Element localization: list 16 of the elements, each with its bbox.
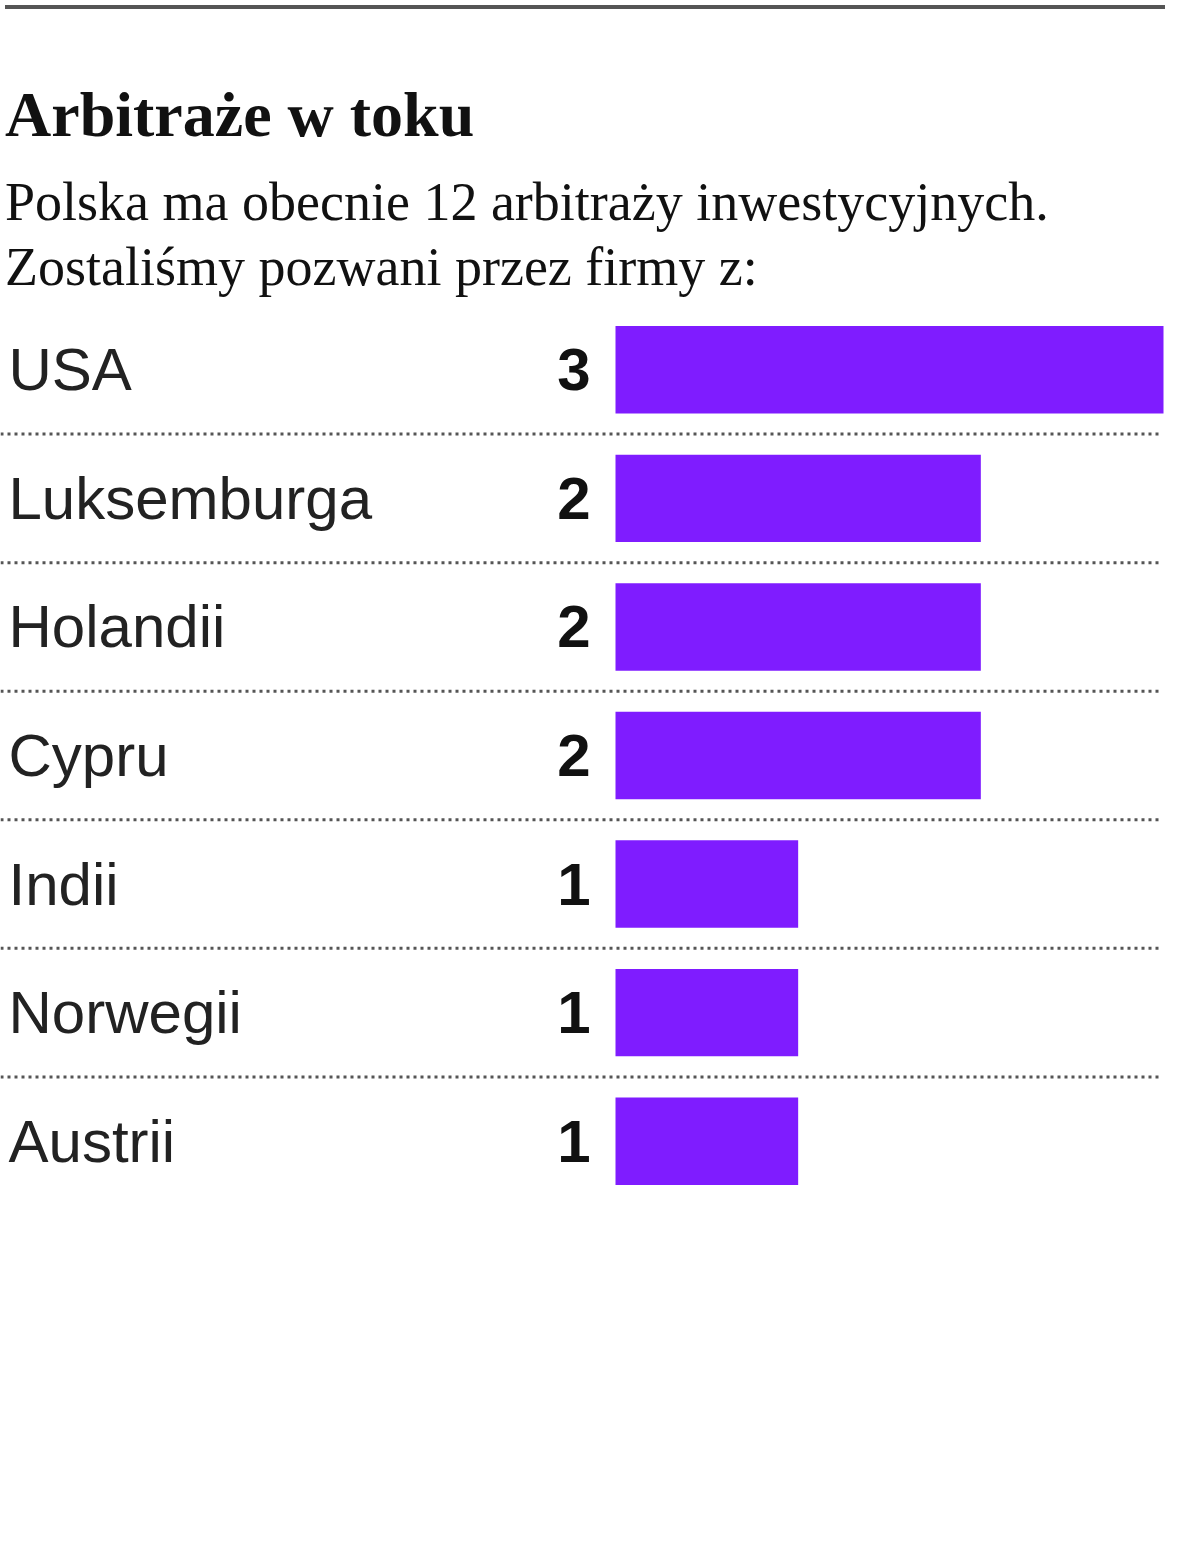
chart-title: Arbitraże w toku (5, 78, 475, 152)
y-tick-label: Luksemburga (8, 464, 373, 532)
data-label: 2 (557, 593, 591, 661)
y-tick-label: Norwegii (8, 979, 242, 1047)
data-label: 2 (557, 464, 591, 532)
chart-subtitle: Polska ma obecnie 12 arbitraży inwestycyjnych. Zostaliśmy pozwani przez firmy z: (5, 171, 1050, 300)
y-tick-label: Austrii (8, 1107, 176, 1175)
data-label: 1 (557, 1107, 591, 1175)
data-label: 1 (557, 979, 591, 1047)
y-tick-label: Cypru (8, 722, 169, 790)
y-tick-label: USA (8, 336, 132, 404)
y-tick-label: Holandii (8, 593, 226, 661)
y-tick-label: Indii (8, 850, 119, 918)
data-label: 2 (557, 722, 591, 790)
data-label: 3 (557, 336, 591, 404)
data-label: 1 (557, 850, 591, 918)
